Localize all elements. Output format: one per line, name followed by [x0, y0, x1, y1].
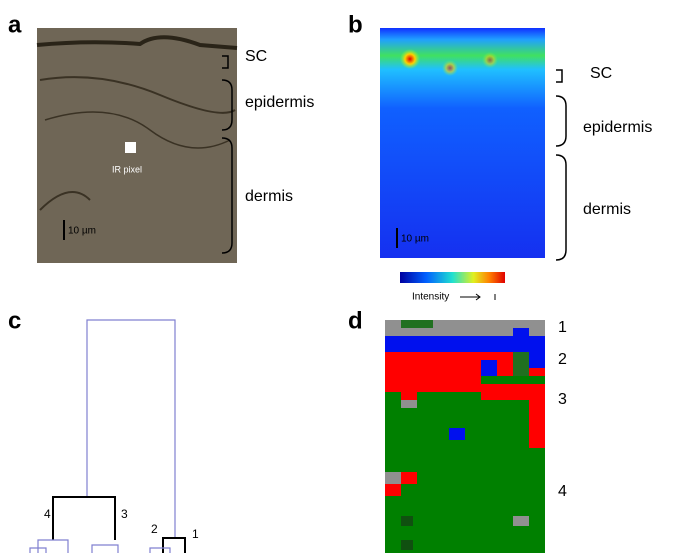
- annotation: SC: [245, 48, 267, 65]
- pixel-label: IR pixel: [112, 164, 142, 174]
- annotation: epidermis: [583, 119, 652, 136]
- cluster-label: 1: [192, 527, 199, 541]
- scale-bar-label: 10 µm: [68, 226, 96, 237]
- arrow: [460, 294, 495, 300]
- dendrogram: [30, 320, 185, 553]
- annotation: dermis: [245, 188, 293, 205]
- figure: a IR pixel 10 µm SC epidermis dermis b 1…: [0, 0, 676, 553]
- annotation: dermis: [583, 201, 631, 218]
- cluster-label: 4: [558, 483, 567, 500]
- colorbar-label: Intensity: [412, 292, 449, 303]
- cluster-map: [385, 320, 545, 553]
- cluster-label: 2: [151, 522, 158, 536]
- panel-label: b: [348, 11, 363, 38]
- cluster-label: 1: [558, 319, 567, 336]
- cluster-label: 2: [558, 351, 567, 368]
- micrograph: [37, 28, 237, 263]
- panel-label: d: [348, 307, 363, 334]
- bracket: [556, 70, 566, 260]
- cluster-label: 3: [121, 507, 128, 521]
- scale-bar-label: 10 µm: [401, 234, 429, 245]
- cluster-label: 4: [44, 507, 51, 521]
- panel-label: c: [8, 307, 21, 334]
- annotation: SC: [590, 65, 612, 82]
- intensity-map: [380, 28, 545, 258]
- panel-label: a: [8, 11, 22, 38]
- cluster-label: 3: [558, 391, 567, 408]
- colorbar: [400, 272, 505, 283]
- annotation: epidermis: [245, 94, 314, 111]
